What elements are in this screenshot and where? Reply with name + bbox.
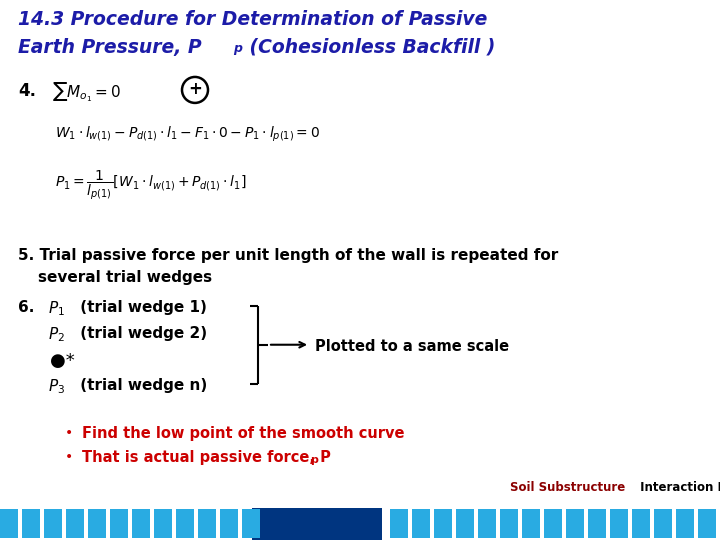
Bar [132, 509, 150, 538]
Text: Plotted to a same scale: Plotted to a same scale [315, 339, 509, 354]
Text: $P_3$: $P_3$ [48, 377, 65, 396]
Text: Soil Substructure: Soil Substructure [510, 481, 625, 494]
Text: •: • [65, 450, 73, 464]
Bar [198, 509, 216, 538]
Bar [632, 509, 650, 538]
Text: 4.: 4. [18, 82, 36, 100]
Text: $P_1 = \dfrac{1}{l_{p(1)}} \left[ W_1 \cdot l_{w(1)} + P_{d(1)} \cdot l_1 \right: $P_1 = \dfrac{1}{l_{p(1)}} \left[ W_1 \c… [55, 168, 247, 201]
Bar [522, 509, 540, 538]
Bar [242, 509, 260, 538]
Text: $W_1 \cdot l_{w(1)} - P_{d(1)} \cdot l_1 - F_1 \cdot 0 - P_1 \cdot l_{p(1)} = 0$: $W_1 \cdot l_{w(1)} - P_{d(1)} \cdot l_1… [55, 125, 320, 144]
Bar [676, 509, 694, 538]
Bar [456, 509, 474, 538]
Bar [176, 509, 194, 538]
Bar [412, 509, 430, 538]
Bar [22, 509, 40, 538]
Bar [434, 509, 452, 538]
Bar [698, 509, 716, 538]
Bar [88, 509, 106, 538]
Bar [154, 509, 172, 538]
Text: •: • [65, 426, 73, 440]
Text: 6.: 6. [18, 300, 35, 315]
Text: +: + [188, 80, 202, 98]
Text: Earth Pressure, P: Earth Pressure, P [18, 38, 202, 57]
Bar [0, 509, 18, 538]
Text: Interaction Lab,: Interaction Lab, [636, 481, 720, 494]
Text: 5. Trial passive force per unit length of the wall is repeated for: 5. Trial passive force per unit length o… [18, 248, 558, 263]
Text: $P_1$: $P_1$ [48, 300, 65, 319]
Text: Find the low point of the smooth curve: Find the low point of the smooth curve [82, 426, 405, 441]
Text: p: p [233, 42, 242, 55]
Text: (trial wedge 1): (trial wedge 1) [75, 300, 207, 315]
Bar [44, 509, 62, 538]
Text: ●*: ●* [50, 352, 75, 370]
Text: (trial wedge n): (trial wedge n) [75, 377, 207, 393]
Bar [478, 509, 496, 538]
Bar [654, 509, 672, 538]
Bar [390, 509, 408, 538]
Bar [252, 508, 382, 540]
Bar [566, 509, 584, 538]
Text: 14.3 Procedure for Determination of Passive: 14.3 Procedure for Determination of Pass… [18, 10, 487, 29]
Bar [66, 509, 84, 538]
Text: p: p [310, 455, 318, 464]
Bar [588, 509, 606, 538]
Text: $P_2$: $P_2$ [48, 326, 65, 345]
Text: (trial wedge 2): (trial wedge 2) [75, 326, 207, 341]
Bar [220, 509, 238, 538]
Bar [500, 509, 518, 538]
Bar [110, 509, 128, 538]
Bar [544, 509, 562, 538]
Text: $\sum M_{o_1} = 0$: $\sum M_{o_1} = 0$ [52, 80, 121, 104]
Text: That is actual passive force, P: That is actual passive force, P [82, 450, 331, 464]
Bar [610, 509, 628, 538]
Text: (Cohesionless Backfill ): (Cohesionless Backfill ) [243, 38, 495, 57]
Text: several trial wedges: several trial wedges [38, 270, 212, 285]
